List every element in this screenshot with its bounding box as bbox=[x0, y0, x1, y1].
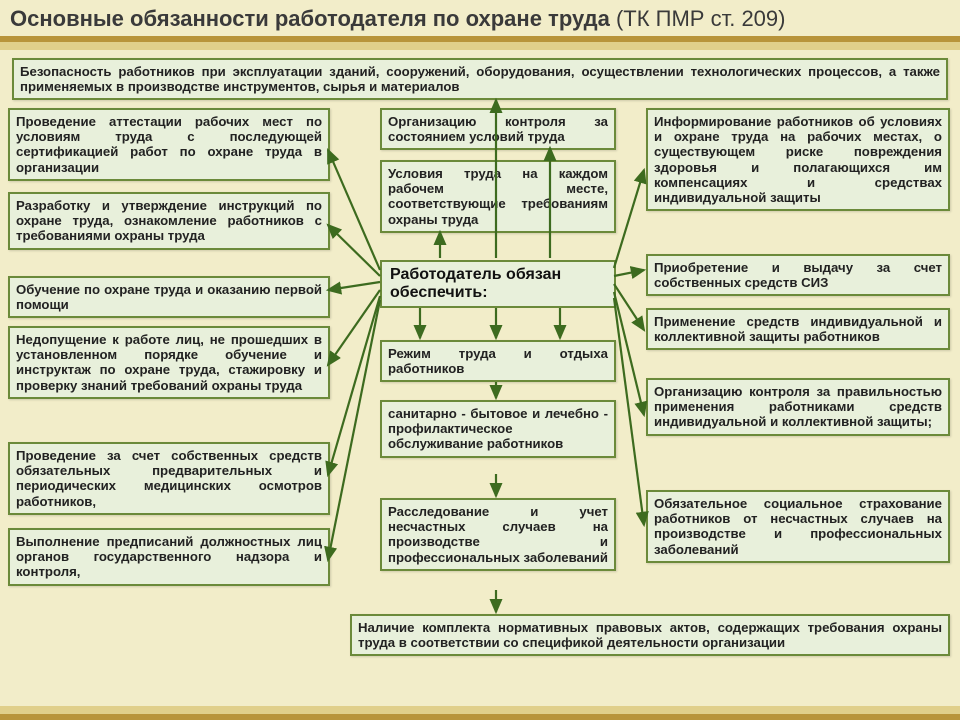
box-right-4: Обязательное социальное страхование рабо… bbox=[646, 490, 950, 563]
page-root: Основные обязанности работодателя по охр… bbox=[0, 0, 960, 720]
page-title: Основные обязанности работодателя по охр… bbox=[10, 6, 785, 32]
box-top: Безопасность работников при эксплуатации… bbox=[12, 58, 948, 100]
title-bold: Основные обязанности работодателя по охр… bbox=[10, 6, 610, 31]
box-left-5: Выполнение предписаний должностных лиц о… bbox=[8, 528, 330, 586]
center-box: Работодатель обязан обеспечить: bbox=[380, 260, 616, 308]
title-plain: (ТК ПМР ст. 209) bbox=[610, 6, 786, 31]
box-left-1: Разработку и утверждение инструкций по о… bbox=[8, 192, 330, 250]
box-left-3: Недопущение к работе лиц, не прошедших в… bbox=[8, 326, 330, 399]
box-right-1: Приобретение и выдачу за счет собственны… bbox=[646, 254, 950, 296]
box-mid-2: Режим труда и отдыха работников bbox=[380, 340, 616, 382]
box-bottom: Наличие комплекта нормативных правовых а… bbox=[350, 614, 950, 656]
box-mid-4: Расследование и учет несчастных случаев … bbox=[380, 498, 616, 571]
stripe-bot-1 bbox=[0, 714, 960, 720]
box-right-2: Применение средств индивидуальной и колл… bbox=[646, 308, 950, 350]
box-left-0: Проведение аттестации рабочих мест по ус… bbox=[8, 108, 330, 181]
box-right-0: Информирование работников об условиях и … bbox=[646, 108, 950, 211]
box-mid-1: Условия труда на каждом рабочем месте, с… bbox=[380, 160, 616, 233]
box-mid-0: Организацию контроля за состоянием услов… bbox=[380, 108, 616, 150]
box-mid-3: санитарно - бытовое и лечебно - профилак… bbox=[380, 400, 616, 458]
box-right-3: Организацию контроля за правильностью пр… bbox=[646, 378, 950, 436]
box-left-4: Проведение за счет собственных средств о… bbox=[8, 442, 330, 515]
box-left-2: Обучение по охране труда и оказанию перв… bbox=[8, 276, 330, 318]
stripe-top-2 bbox=[0, 42, 960, 50]
stripe-bot-2 bbox=[0, 706, 960, 714]
